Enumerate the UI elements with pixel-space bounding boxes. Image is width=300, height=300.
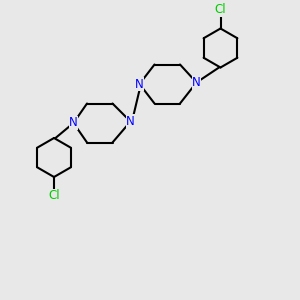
Text: N: N [126, 115, 135, 128]
Text: Cl: Cl [48, 189, 60, 203]
Text: N: N [192, 76, 201, 89]
Text: N: N [69, 116, 78, 130]
Text: Cl: Cl [215, 3, 226, 16]
Text: N: N [135, 77, 144, 91]
